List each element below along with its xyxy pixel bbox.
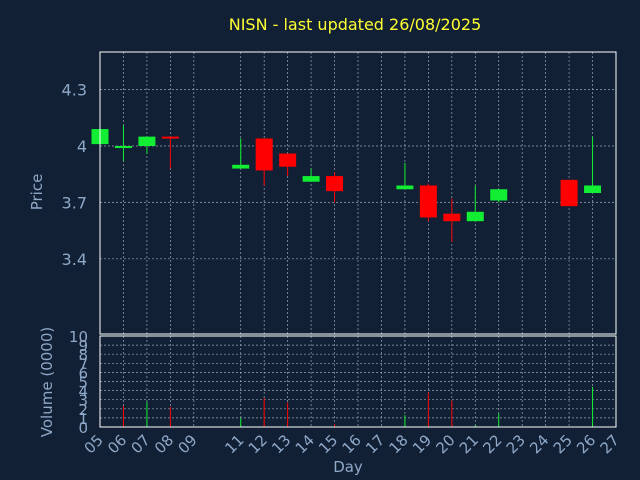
volume-tick-label: 1 bbox=[78, 410, 88, 428]
x-tick-label: 25 bbox=[550, 431, 576, 457]
volume-tick-label: 5 bbox=[78, 374, 88, 392]
candle-body bbox=[584, 185, 602, 193]
volume-axis-label: Volume (0000) bbox=[38, 327, 56, 437]
candle-body bbox=[560, 179, 578, 207]
candle-body bbox=[302, 176, 320, 182]
volume-tick-label: 2 bbox=[78, 401, 88, 419]
price-panel: 3.4 3.7 4 4.3 bbox=[62, 51, 617, 335]
x-tick-label: 11 bbox=[221, 431, 247, 457]
candle-body bbox=[255, 138, 273, 171]
x-tick-label: 15 bbox=[315, 431, 341, 457]
x-tick-label: 07 bbox=[128, 431, 154, 457]
candle-body bbox=[232, 164, 250, 169]
x-tick-label: 24 bbox=[526, 431, 552, 457]
price-axis-label: Price bbox=[28, 174, 46, 211]
x-tick-label: 20 bbox=[432, 431, 458, 457]
x-tick-label: 14 bbox=[292, 431, 318, 457]
x-tick-label: 27 bbox=[597, 431, 623, 457]
x-tick-label: 18 bbox=[386, 431, 412, 457]
volume-tick-label: 7 bbox=[78, 355, 88, 373]
price-tick-label: 4.3 bbox=[62, 81, 87, 100]
x-tick-label: 22 bbox=[479, 431, 505, 457]
x-tick-label: 19 bbox=[409, 431, 435, 457]
volume-tick-label: 10 bbox=[69, 328, 88, 346]
volume-tick-label: 4 bbox=[78, 383, 88, 401]
price-tick-label: 3.4 bbox=[62, 250, 87, 269]
candle-body bbox=[161, 136, 179, 139]
x-tick-label: 26 bbox=[573, 431, 599, 457]
x-tick-label: 16 bbox=[339, 431, 365, 457]
x-tick-label: 23 bbox=[503, 431, 529, 457]
candle-body bbox=[419, 185, 437, 218]
x-tick-label: 12 bbox=[245, 431, 271, 457]
x-axis-label: Day bbox=[333, 458, 363, 476]
candle-body bbox=[138, 136, 156, 146]
candle-body bbox=[466, 211, 484, 222]
price-tick-label: 3.7 bbox=[62, 193, 87, 212]
candle-body bbox=[443, 213, 461, 222]
x-tick-label: 13 bbox=[268, 431, 294, 457]
candle-body bbox=[490, 189, 508, 201]
candle-body bbox=[396, 185, 414, 190]
chart-title: NISN - last updated 26/08/2025 bbox=[229, 15, 482, 34]
candle-body bbox=[326, 176, 344, 192]
volume-frame bbox=[99, 335, 617, 428]
volume-tick-label: 6 bbox=[78, 364, 88, 382]
candle-body bbox=[279, 153, 297, 167]
price-frame bbox=[99, 51, 617, 335]
x-tick-label: 09 bbox=[174, 431, 200, 457]
x-tick-label: 08 bbox=[151, 431, 177, 457]
x-tick-label: 06 bbox=[104, 431, 130, 457]
volume-tick-label: 0 bbox=[78, 419, 88, 437]
x-tick-label: 17 bbox=[362, 431, 388, 457]
candle-body bbox=[114, 146, 132, 148]
volume-tick-label: 8 bbox=[78, 346, 88, 364]
volume-tick-label: 3 bbox=[78, 392, 88, 410]
price-tick-label: 4 bbox=[77, 137, 87, 156]
volume-tick-label: 9 bbox=[78, 337, 88, 355]
x-tick-label: 21 bbox=[456, 431, 482, 457]
